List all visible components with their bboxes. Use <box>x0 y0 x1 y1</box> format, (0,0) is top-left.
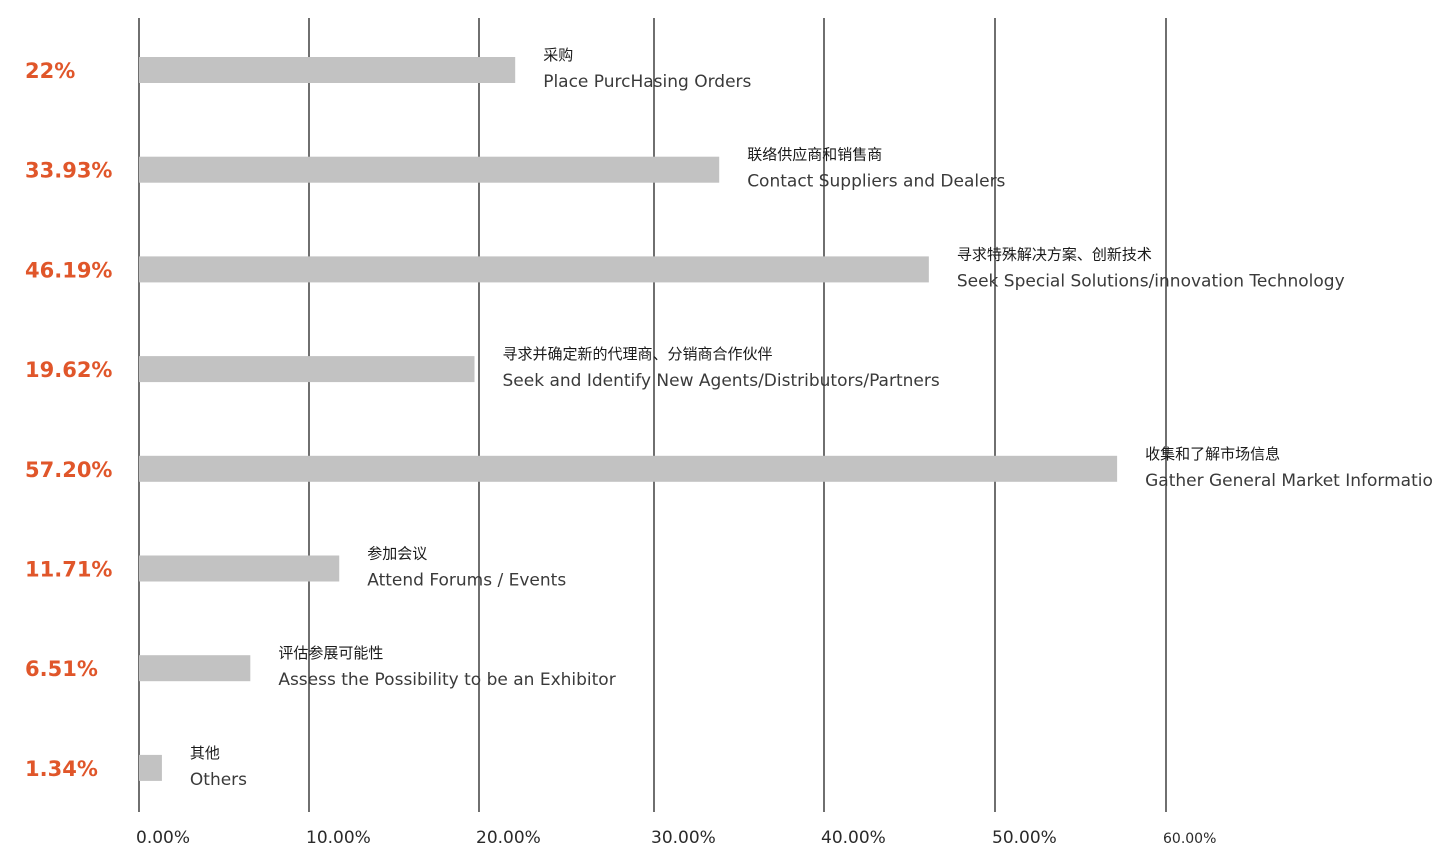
category-label-zh: 评估参展可能性 <box>278 644 383 662</box>
category-label-zh: 其他 <box>190 744 220 762</box>
value-label: 22% <box>25 59 75 83</box>
bar <box>139 555 340 582</box>
category-label-zh: 联络供应商和销售商 <box>747 146 882 164</box>
category-label-zh: 采购 <box>543 46 573 64</box>
bar <box>139 156 720 183</box>
bar <box>139 754 162 781</box>
value-label: 46.19% <box>25 258 112 282</box>
x-tick-label: 10.00% <box>306 828 371 848</box>
category-label-en: Attend Forums / Events <box>367 571 566 591</box>
value-label: 6.51% <box>25 657 98 681</box>
category-label-zh: 寻求并确定新的代理商、分销商合作伙伴 <box>503 345 773 363</box>
x-tick-label: 50.00% <box>992 828 1057 848</box>
gridlines <box>138 18 1167 812</box>
value-label: 57.20% <box>25 458 112 482</box>
category-label-en: Assess the Possibility to be an Exhibito… <box>278 670 615 690</box>
bar <box>139 655 251 682</box>
category-label-en: Seek and Identify New Agents/Distributor… <box>503 371 940 391</box>
category-label-en: Contact Suppliers and Dealers <box>747 172 1005 192</box>
category-label-zh: 寻求特殊解决方案、创新技术 <box>957 245 1152 263</box>
value-label: 19.62% <box>25 358 112 382</box>
value-label: 1.34% <box>25 757 98 781</box>
x-tick-label: 20.00% <box>476 828 541 848</box>
x-tick-label: 0.00% <box>136 828 190 848</box>
category-label-en: Place PurcHasing Orders <box>543 72 751 92</box>
category-label-en: Gather General Market Information <box>1145 471 1432 491</box>
bar <box>139 356 475 383</box>
category-label-zh: 收集和了解市场信息 <box>1145 445 1280 463</box>
x-tick-label: 60.00% <box>1163 831 1216 847</box>
category-label-en: Seek Special Solutions/innovation Techno… <box>957 271 1345 291</box>
bar <box>139 455 1118 482</box>
bars <box>139 57 1118 781</box>
value-label: 11.71% <box>25 558 112 582</box>
value-label: 33.93% <box>25 159 112 183</box>
category-label-en: Others <box>190 770 247 790</box>
bar <box>139 256 929 283</box>
x-tick-label: 30.00% <box>651 828 716 848</box>
x-tick-label: 40.00% <box>821 828 886 848</box>
bar <box>139 57 516 83</box>
value-labels: 22% 33.93% 46.19% 19.62% 57.20% 11.71% 6.51% 1.… <box>25 59 112 781</box>
x-axis-ticks: 0.00% 10.00% 20.00% 30.00% 40.00% 50.00% 60.00… <box>136 828 1216 848</box>
category-label-zh: 参加会议 <box>367 545 427 563</box>
bar-labels: 采购 Place PurcHasing Orders 联络供应商和销售商 Contac… <box>190 46 1432 790</box>
